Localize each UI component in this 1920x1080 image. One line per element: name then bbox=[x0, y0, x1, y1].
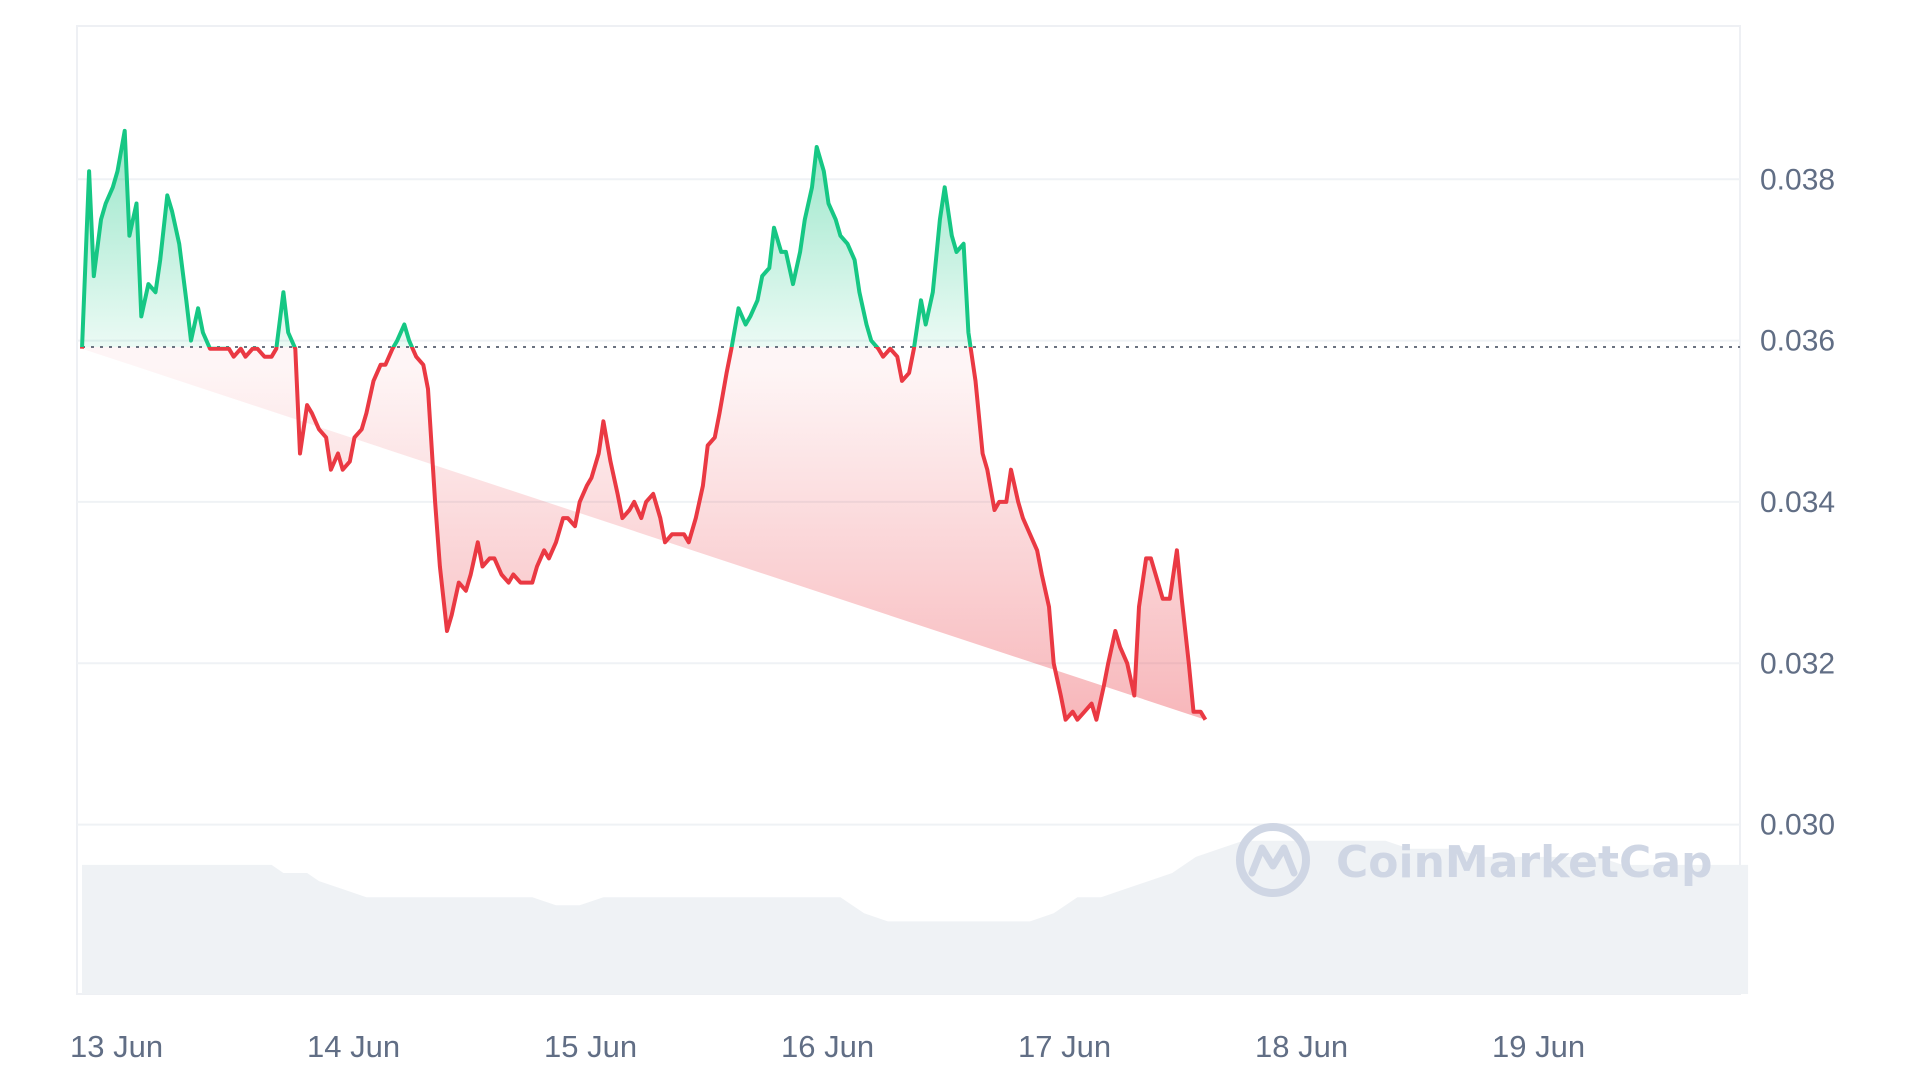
grid-lines bbox=[77, 178, 1740, 826]
x-tick-label: 13 Jun bbox=[70, 1029, 163, 1064]
y-tick-label: 0.034 bbox=[1760, 486, 1835, 519]
x-tick-label: 14 Jun bbox=[307, 1029, 400, 1064]
y-tick-label: 0.038 bbox=[1760, 163, 1835, 196]
coinmarketcap-logo-icon bbox=[1236, 823, 1310, 897]
y-tick-label: 0.032 bbox=[1760, 647, 1835, 680]
x-tick-label: 17 Jun bbox=[1018, 1029, 1111, 1064]
y-tick-label: 0.030 bbox=[1760, 809, 1835, 842]
x-tick-label: 16 Jun bbox=[781, 1029, 874, 1064]
volume-area bbox=[82, 840, 1749, 994]
price-area-above-baseline bbox=[82, 130, 971, 348]
x-tick-label: 18 Jun bbox=[1255, 1029, 1348, 1064]
x-axis: 13 Jun 14 Jun 15 Jun 16 Jun 17 Jun 18 Jun 19 J… bbox=[70, 1029, 1585, 1064]
x-tick-label: 19 Jun bbox=[1492, 1029, 1585, 1064]
watermark: CoinMarketCap bbox=[1236, 823, 1713, 897]
price-area-below-baseline bbox=[82, 347, 1206, 720]
price-line-below-baseline bbox=[80, 347, 1208, 722]
x-tick-label: 15 Jun bbox=[544, 1029, 637, 1064]
y-tick-label: 0.036 bbox=[1760, 325, 1835, 358]
y-axis: 0.038 0.036 0.034 0.032 0.030 bbox=[1760, 163, 1835, 841]
watermark-text: CoinMarketCap bbox=[1336, 837, 1713, 888]
